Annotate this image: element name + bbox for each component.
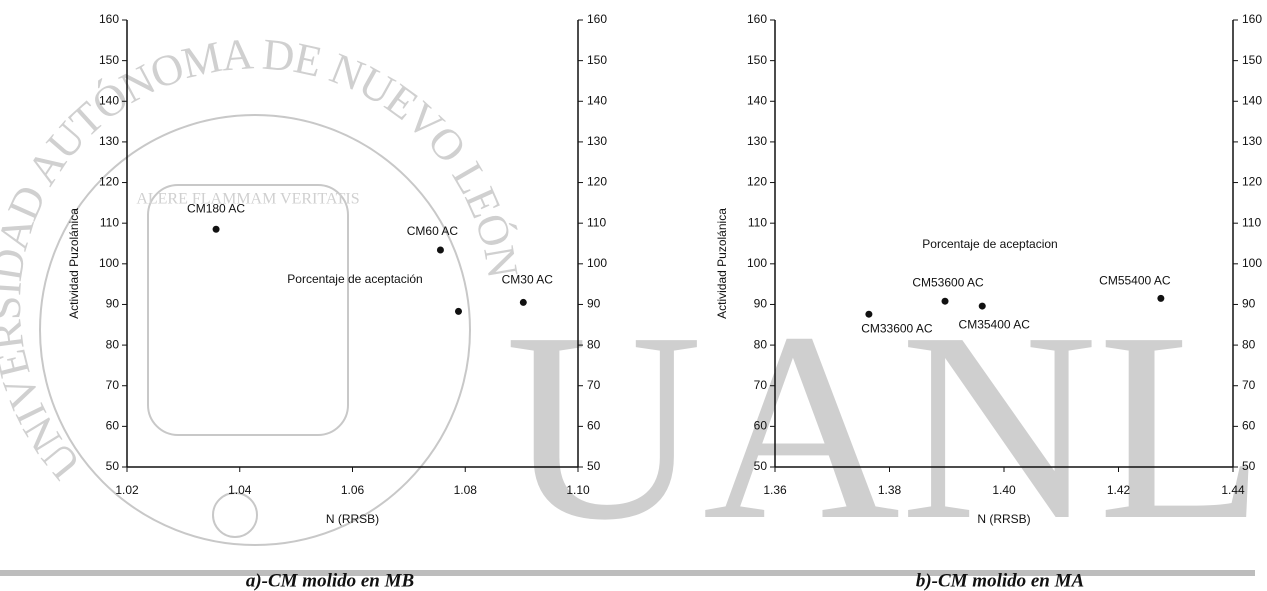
seal-ring xyxy=(39,114,471,546)
x-tick-label: 1.08 xyxy=(454,483,478,497)
y-tick-label: 70 xyxy=(106,378,120,392)
point-label: CM55400 AC xyxy=(1099,274,1171,288)
data-point xyxy=(519,298,527,306)
point-label: CM30 AC xyxy=(502,273,554,287)
y2-tick-label: 140 xyxy=(587,93,607,107)
y2-tick-label: 130 xyxy=(1242,134,1262,148)
x-tick-label: 1.04 xyxy=(228,483,252,497)
y2-tick-label: 110 xyxy=(587,215,606,229)
annotation: Porcentaje de aceptacion xyxy=(922,237,1057,251)
y2-tick-label: 110 xyxy=(1242,215,1261,229)
x-tick-label: 1.36 xyxy=(763,483,787,497)
y-tick-label: 50 xyxy=(754,459,768,473)
y-tick-label: 140 xyxy=(99,93,119,107)
y2-tick-label: 80 xyxy=(587,337,601,351)
x-tick-label: 1.44 xyxy=(1221,483,1245,497)
x-tick-label: 1.10 xyxy=(566,483,590,497)
y-tick-label: 60 xyxy=(106,419,120,433)
y-tick-label: 160 xyxy=(747,12,767,26)
x-tick-label: 1.06 xyxy=(341,483,365,497)
seal-motto: ALERE FLAMMAM VERITATIS xyxy=(136,191,359,208)
y2-tick-label: 120 xyxy=(587,175,607,189)
y2-tick-label: 50 xyxy=(1242,459,1256,473)
y2-tick-label: 150 xyxy=(587,53,607,67)
y2-tick-label: 70 xyxy=(1242,378,1256,392)
y-axis-label: Actividad Puzolánica xyxy=(715,208,729,319)
annotation: Porcentaje de aceptación xyxy=(287,272,422,286)
y2-tick-label: 90 xyxy=(1242,297,1256,311)
x-tick-label: 1.40 xyxy=(992,483,1016,497)
data-point xyxy=(865,310,873,318)
y-tick-label: 130 xyxy=(747,134,767,148)
y-tick-label: 130 xyxy=(99,134,119,148)
point-label: CM180 AC xyxy=(187,201,245,215)
y-tick-label: 70 xyxy=(754,378,768,392)
y-tick-label: 100 xyxy=(99,256,119,270)
point-label: CM33600 AC xyxy=(861,321,933,335)
y-tick-label: 120 xyxy=(747,175,767,189)
y2-tick-label: 120 xyxy=(1242,175,1262,189)
point-label: CM53600 AC xyxy=(912,275,984,289)
y-tick-label: 60 xyxy=(754,419,768,433)
data-point xyxy=(1157,294,1165,302)
y2-tick-label: 160 xyxy=(1242,12,1262,26)
data-point xyxy=(941,297,949,305)
y2-tick-label: 150 xyxy=(1242,53,1262,67)
y-tick-label: 100 xyxy=(747,256,767,270)
y2-tick-label: 160 xyxy=(587,12,607,26)
caption: b)-CM molido en MA xyxy=(916,570,1084,591)
y2-tick-label: 80 xyxy=(1242,337,1256,351)
x-tick-label: 1.42 xyxy=(1107,483,1131,497)
y2-tick-label: 140 xyxy=(1242,93,1262,107)
x-tick-label: 1.38 xyxy=(878,483,902,497)
y-axis-label: Actividad Puzolánica xyxy=(67,208,81,319)
y2-tick-label: 130 xyxy=(587,134,607,148)
y-tick-label: 150 xyxy=(99,53,119,67)
x-tick-label: 1.02 xyxy=(115,483,139,497)
y-tick-label: 140 xyxy=(747,93,767,107)
y-tick-label: 90 xyxy=(754,297,768,311)
seal-shield xyxy=(147,184,349,436)
y-tick-label: 50 xyxy=(106,459,120,473)
y2-tick-label: 100 xyxy=(587,256,607,270)
y2-tick-label: 100 xyxy=(1242,256,1262,270)
watermark-letters: UANL xyxy=(505,277,1265,576)
y-tick-label: 150 xyxy=(747,53,767,67)
y2-tick-label: 50 xyxy=(587,459,601,473)
y2-tick-label: 60 xyxy=(587,419,601,433)
data-point xyxy=(978,302,986,310)
data-point xyxy=(454,307,462,315)
y2-tick-label: 70 xyxy=(587,378,601,392)
y-tick-label: 110 xyxy=(100,215,119,229)
y-tick-label: 80 xyxy=(754,337,768,351)
y-tick-label: 90 xyxy=(106,297,120,311)
point-label: CM60 AC xyxy=(407,224,459,238)
data-point xyxy=(436,246,444,254)
y-tick-label: 160 xyxy=(99,12,119,26)
separator-bar xyxy=(0,570,1255,576)
x-axis-label: N (RRSB) xyxy=(977,512,1030,526)
y-tick-label: 120 xyxy=(99,175,119,189)
point-label: CM35400 AC xyxy=(959,317,1031,331)
y-tick-label: 110 xyxy=(748,215,767,229)
watermark: UNIVERSIDAD AUTÓNOMA DE NUEVO LEÓN ALERE… xyxy=(0,29,1265,576)
seal-mark xyxy=(212,492,258,538)
data-point xyxy=(212,225,220,233)
y2-tick-label: 60 xyxy=(1242,419,1256,433)
y2-tick-label: 90 xyxy=(587,297,601,311)
caption: a)-CM molido en MB xyxy=(246,570,414,591)
y-tick-label: 80 xyxy=(106,337,120,351)
x-axis-label: N (RRSB) xyxy=(326,512,379,526)
